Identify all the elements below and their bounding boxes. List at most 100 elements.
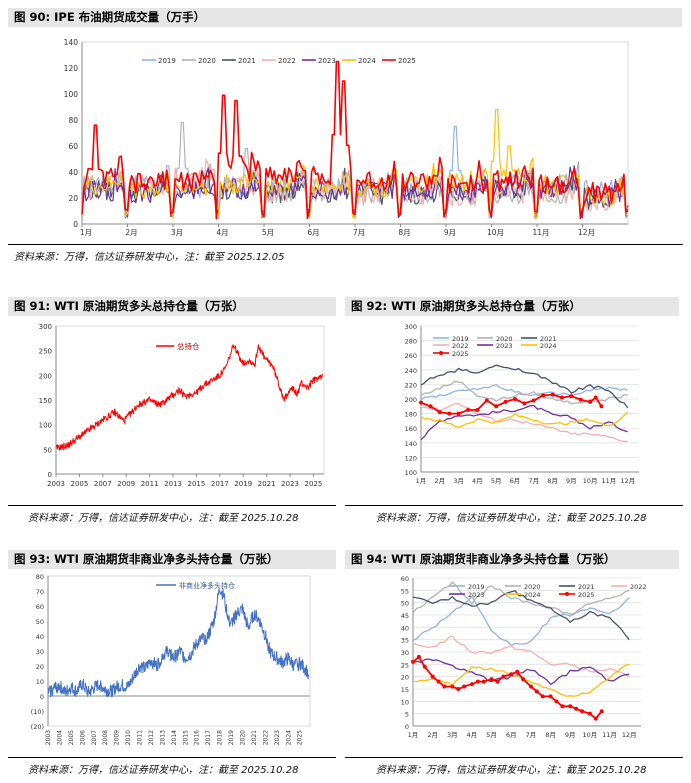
c90-legend-label-2023: 2023 [318, 57, 336, 65]
c93-ytick-label: 40 [36, 633, 44, 641]
c94-point-2025 [462, 684, 467, 689]
c92-ytick-label: 100 [405, 469, 417, 477]
c93-series-net-long [47, 588, 309, 698]
c94-xtick-label: 2月 [427, 731, 438, 739]
c94-point-2025 [534, 689, 539, 694]
c90-xtick-label: 4月 [216, 228, 228, 237]
c94-series-2021 [412, 590, 630, 641]
c91-xtick-label: 2009 [117, 480, 135, 488]
chart-91: 0 50 100 150 200 250 300 2003 2005 2007 2009 2011 20… [39, 323, 325, 488]
c93-xtick-label: 2022 [262, 730, 269, 745]
figure-93-divider [8, 757, 336, 758]
c94-point-2025 [456, 687, 461, 691]
c94-ytick-label: 50 [401, 600, 409, 608]
c93-xtick-label: 2011 [137, 730, 144, 745]
figure-91-title: 图 91: WTI 原油期货多头总持仓量（万张） [8, 297, 336, 316]
c94-xtick-label: 9月 [565, 731, 576, 739]
c93-xtick-label: 2018 [217, 730, 224, 745]
c91-xtick-label: 2021 [258, 480, 276, 488]
c90-legend-label-2022: 2022 [278, 57, 296, 65]
c92-ytick-label: 220 [405, 381, 417, 389]
c94-xtick-label: 5月 [486, 731, 497, 739]
c92-xtick-label: 1月 [416, 477, 427, 485]
c90-ytick-label: 0 [73, 220, 78, 229]
c94-ytick-label: 15 [401, 686, 409, 694]
c94-legend-label-2020: 2020 [524, 583, 541, 591]
c92-ytick-label: 180 [405, 411, 417, 419]
c94-legend-label-2021: 2021 [578, 583, 595, 591]
figure-91-divider [8, 505, 336, 506]
c94-point-2025 [548, 694, 553, 699]
c93-xtick-label: 2007 [91, 730, 98, 745]
c91-xtick-label: 2023 [281, 480, 299, 488]
c90-xtick-label: 10月 [487, 228, 504, 237]
c90-legend-label-2021: 2021 [238, 57, 256, 65]
c90-legend-label-2020: 2020 [198, 57, 216, 65]
c90-ytick-label: 120 [64, 64, 79, 73]
c93-ytick-label: 70 [36, 588, 44, 596]
c94-legend-label-2025: 2025 [578, 591, 595, 599]
c94-point-2025 [422, 664, 427, 669]
figure-91-title-text: 图 91: WTI 原油期货多头总持仓量（万张） [14, 299, 244, 313]
c90-ytick-label: 100 [64, 90, 79, 99]
c93-xtick-label: 2019 [228, 730, 235, 745]
figure-94-divider [345, 757, 683, 758]
c94-xtick-label: 1月 [408, 731, 419, 739]
c91-xtick-label: 2011 [141, 480, 159, 488]
c93-xtick-label: 2005 [68, 730, 75, 745]
c94-point-2025 [475, 679, 480, 684]
c93-xtick-label: 2008 [102, 730, 109, 745]
c92-xtick-label: 12月 [620, 477, 635, 485]
c92-point-2025 [578, 397, 583, 402]
c90-xtick-label: 7月 [353, 228, 365, 237]
c92-point-2025 [465, 407, 470, 412]
c94-ytick-label: 10 [401, 698, 409, 706]
c92-ytick-label: 200 [405, 396, 417, 404]
c93-xtick-label: 2025 [297, 730, 304, 745]
figure-92-divider [345, 505, 683, 506]
c93-xtick-label: 2024 [285, 730, 292, 745]
c92-point-2025 [447, 411, 452, 416]
c94-xtick-label: 4月 [467, 731, 478, 739]
c92-ytick-label: 140 [405, 440, 417, 448]
c94-point-2025 [501, 674, 506, 679]
c94-point-2025 [568, 704, 573, 709]
c94-ytick-label: 20 [401, 674, 409, 682]
c92-ytick-label: 160 [405, 425, 417, 433]
c92-xtick-label: 2月 [434, 477, 445, 485]
c93-xtick-label: 2009 [114, 730, 121, 745]
c94-point-2025 [521, 677, 526, 682]
c92-xtick-label: 8月 [547, 477, 558, 485]
c92-point-2025 [559, 395, 564, 400]
c94-legend-label-2024: 2024 [524, 591, 541, 599]
figure-92-title: 图 92: WTI 原油期货多头总持仓量（万张） [345, 297, 679, 316]
c93-xtick-label: 2006 [79, 730, 86, 745]
c90-xtick-label: 5月 [262, 228, 274, 237]
c93-ytick-label: 80 [36, 573, 44, 581]
c93-ytick-label: (10) [31, 708, 44, 716]
c90-legend-label-2024: 2024 [358, 57, 376, 65]
c92-point-2025 [588, 399, 593, 404]
c93-ytick-label: (20) [31, 723, 44, 731]
figure-92-title-text: 图 92: WTI 原油期货多头总持仓量（万张） [351, 299, 581, 313]
c93-xtick-label: 2023 [274, 730, 281, 745]
c92-point-2025 [599, 404, 604, 409]
c92-xtick-label: 6月 [510, 477, 521, 485]
c90-legend-label-2019: 2019 [158, 57, 176, 65]
c93-xtick-label: 2017 [205, 730, 212, 745]
c93-xtick-label: 2004 [56, 730, 63, 745]
c94-point-2025 [495, 679, 500, 684]
c94-ytick-label: 40 [401, 624, 409, 632]
c94-legend-label-2022: 2022 [630, 583, 647, 591]
c92-legend-label-2024: 2024 [540, 342, 557, 350]
c92-legend-marker-2025 [439, 351, 443, 355]
c94-ytick-label: 35 [401, 637, 409, 645]
c92-series-2020 [420, 380, 628, 405]
c94-point-2025 [469, 682, 474, 687]
c94-ytick-label: 25 [401, 661, 409, 669]
c91-xtick-label: 2007 [94, 480, 112, 488]
c92-xtick-label: 10月 [583, 477, 598, 485]
c90-xtick-label: 2月 [125, 228, 137, 237]
c94-point-2025 [436, 679, 441, 684]
c93-legend-label: 非商业净多头持仓 [179, 581, 235, 590]
